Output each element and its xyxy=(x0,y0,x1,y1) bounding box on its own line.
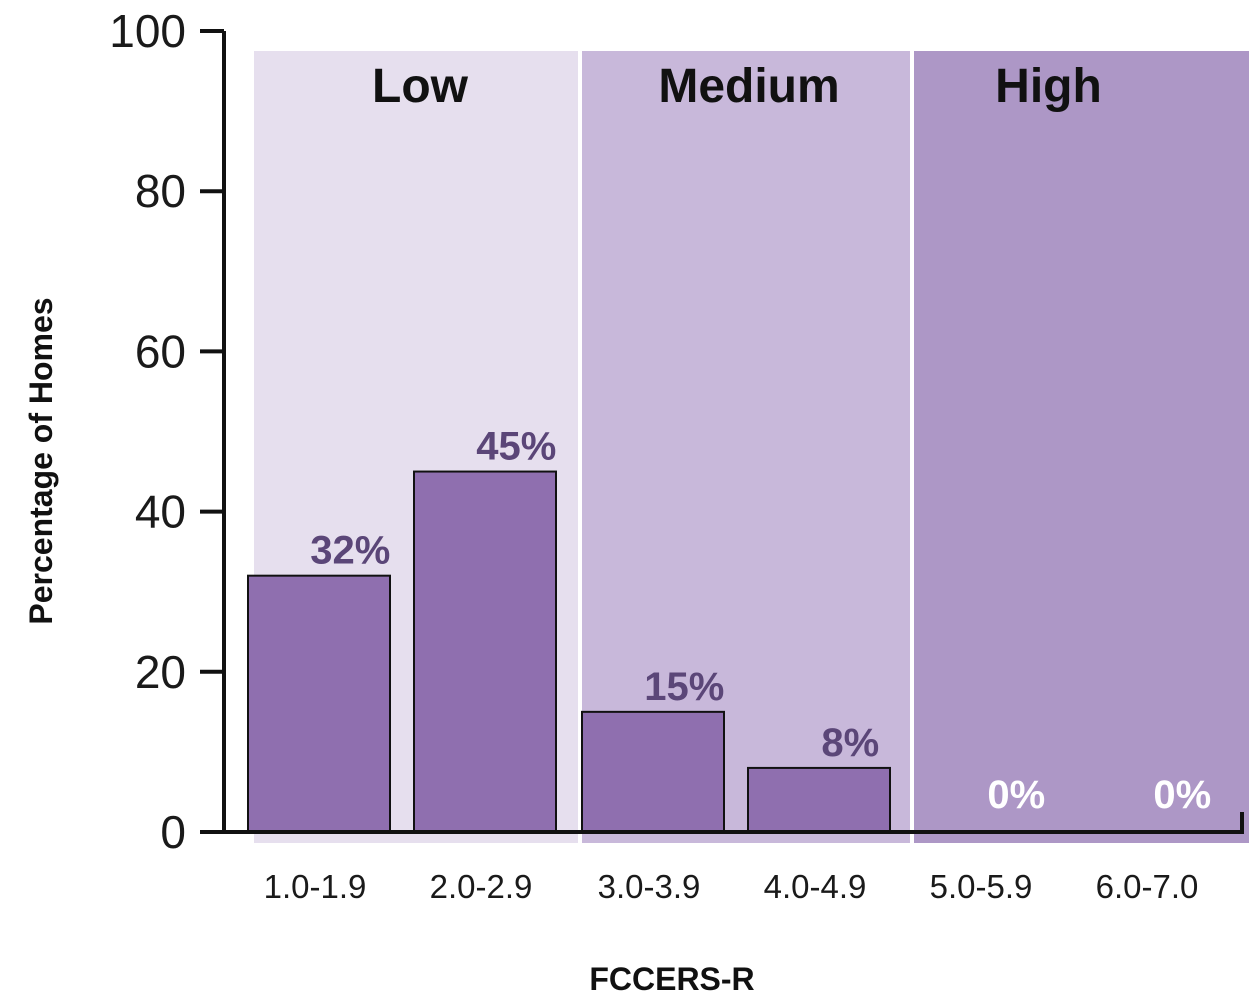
band-label-low: Low xyxy=(372,60,469,113)
y-tick-label: 60 xyxy=(135,325,186,377)
data-label: 0% xyxy=(987,773,1045,817)
data-label: 15% xyxy=(644,665,724,709)
y-tick-label: 20 xyxy=(135,646,186,698)
band-label-high: High xyxy=(995,60,1102,113)
bar xyxy=(581,710,725,833)
band-backgrounds xyxy=(254,51,1249,843)
labels: Low Medium High 32% 1.0-1.9 45% 2.0-2.9 15% 3.0-… xyxy=(109,5,1211,905)
x-axis-title: FCCERS-R xyxy=(589,961,754,997)
data-label: 0% xyxy=(1153,773,1211,817)
bar xyxy=(747,766,891,833)
x-tick-label: 3.0-3.9 xyxy=(598,868,701,905)
y-axis-title: Percentage of Homes xyxy=(23,297,59,624)
band-label-medium: Medium xyxy=(658,60,839,113)
data-label: 32% xyxy=(310,529,390,573)
band-divider xyxy=(578,51,582,843)
y-tick-label: 80 xyxy=(135,165,186,217)
x-tick-label: 5.0-5.9 xyxy=(930,868,1033,905)
x-tick-label: 2.0-2.9 xyxy=(430,868,533,905)
y-tick-label: 100 xyxy=(109,5,186,57)
band-high xyxy=(912,51,1249,843)
bars xyxy=(247,470,891,833)
x-tick-label: 4.0-4.9 xyxy=(764,868,867,905)
data-label: 8% xyxy=(821,721,879,765)
y-tick-label: 0 xyxy=(160,806,186,858)
x-tick-label: 6.0-7.0 xyxy=(1096,868,1199,905)
data-label: 45% xyxy=(476,425,556,469)
y-tick-label: 40 xyxy=(135,486,186,538)
band-divider xyxy=(910,51,914,843)
x-tick-label: 1.0-1.9 xyxy=(264,868,367,905)
axes xyxy=(200,29,1244,834)
bar xyxy=(413,470,557,833)
bar xyxy=(247,574,391,833)
